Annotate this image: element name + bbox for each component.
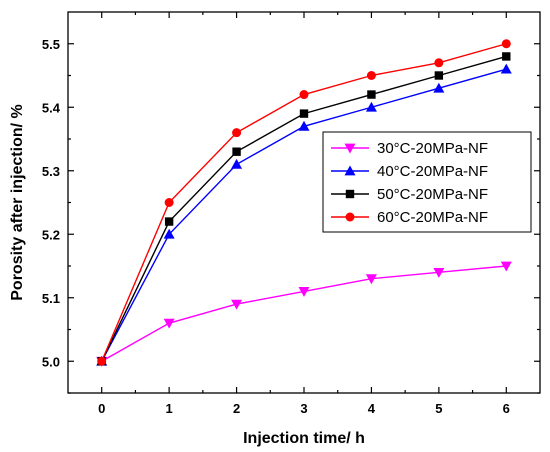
data-point <box>434 71 444 80</box>
legend-label: 50°C-20MPa-NF <box>377 186 488 203</box>
data-point <box>433 82 445 93</box>
legend-marker <box>344 165 356 176</box>
legend-label: 60°C-20MPa-NF <box>377 209 488 226</box>
series-line <box>101 265 507 362</box>
data-point <box>298 287 310 297</box>
data-point <box>231 158 243 169</box>
data-point <box>299 90 309 100</box>
y-tick-label: 5.5 <box>42 37 60 52</box>
x-tick-label: 3 <box>300 401 307 416</box>
y-tick-label: 5.3 <box>42 164 60 179</box>
axes: 0 1 2 3 4 5 6 5.0 5.1 5.2 5.3 5.4 5.5 <box>42 11 541 416</box>
legend-marker <box>345 212 355 222</box>
y-axis-title: Porosity after injection/ % <box>9 104 26 300</box>
data-point <box>163 318 175 329</box>
series-3 <box>97 39 511 366</box>
legend-label: 30°C-20MPa-NF <box>377 140 488 157</box>
data-point <box>163 228 175 239</box>
x-tick-label: 5 <box>435 401 442 416</box>
x-tick-label: 1 <box>166 401 173 416</box>
data-point <box>164 217 174 226</box>
legend-item: 50°C-20MPa-NF <box>331 186 488 203</box>
x-tick-label: 0 <box>98 401 105 416</box>
data-point <box>232 147 241 156</box>
data-point <box>298 120 310 131</box>
legend-item: 40°C-20MPa-NF <box>331 163 488 180</box>
legend-marker <box>344 143 356 154</box>
data-point <box>365 101 377 112</box>
legend-marker <box>345 189 355 199</box>
data-point <box>500 63 512 74</box>
data-point <box>501 39 511 49</box>
legend-label: 40°C-20MPa-NF <box>377 163 488 180</box>
y-tick-label: 5.1 <box>42 291 60 306</box>
data-point <box>231 299 243 310</box>
data-point <box>502 52 511 61</box>
y-tick-label: 5.2 <box>42 227 60 242</box>
data-point <box>433 267 445 278</box>
x-tick-label: 2 <box>233 401 240 416</box>
y-tick-label: 5.0 <box>42 354 60 369</box>
data-point <box>365 274 377 285</box>
series-1 <box>96 63 512 366</box>
x-tick-label: 4 <box>368 401 376 416</box>
legend: 30°C-20MPa-NF 40°C-20MPa-NF 50°C-20MPa-NF 6… <box>322 131 532 233</box>
data-point <box>366 71 376 80</box>
series-0 <box>96 261 512 367</box>
data-point <box>434 58 444 68</box>
x-tick-label: 6 <box>503 401 510 416</box>
data-point <box>500 261 512 272</box>
data-point <box>164 198 174 207</box>
legend-item: 30°C-20MPa-NF <box>331 140 488 157</box>
data-point <box>299 109 309 118</box>
data-point <box>97 356 107 366</box>
x-axis-title: Injection time/ h <box>243 430 365 447</box>
data-point <box>367 90 376 99</box>
plot-area <box>96 39 512 367</box>
data-point <box>232 128 242 138</box>
series-2 <box>97 52 511 366</box>
legend-item: 60°C-20MPa-NF <box>331 209 488 226</box>
y-tick-label: 5.4 <box>42 100 61 115</box>
